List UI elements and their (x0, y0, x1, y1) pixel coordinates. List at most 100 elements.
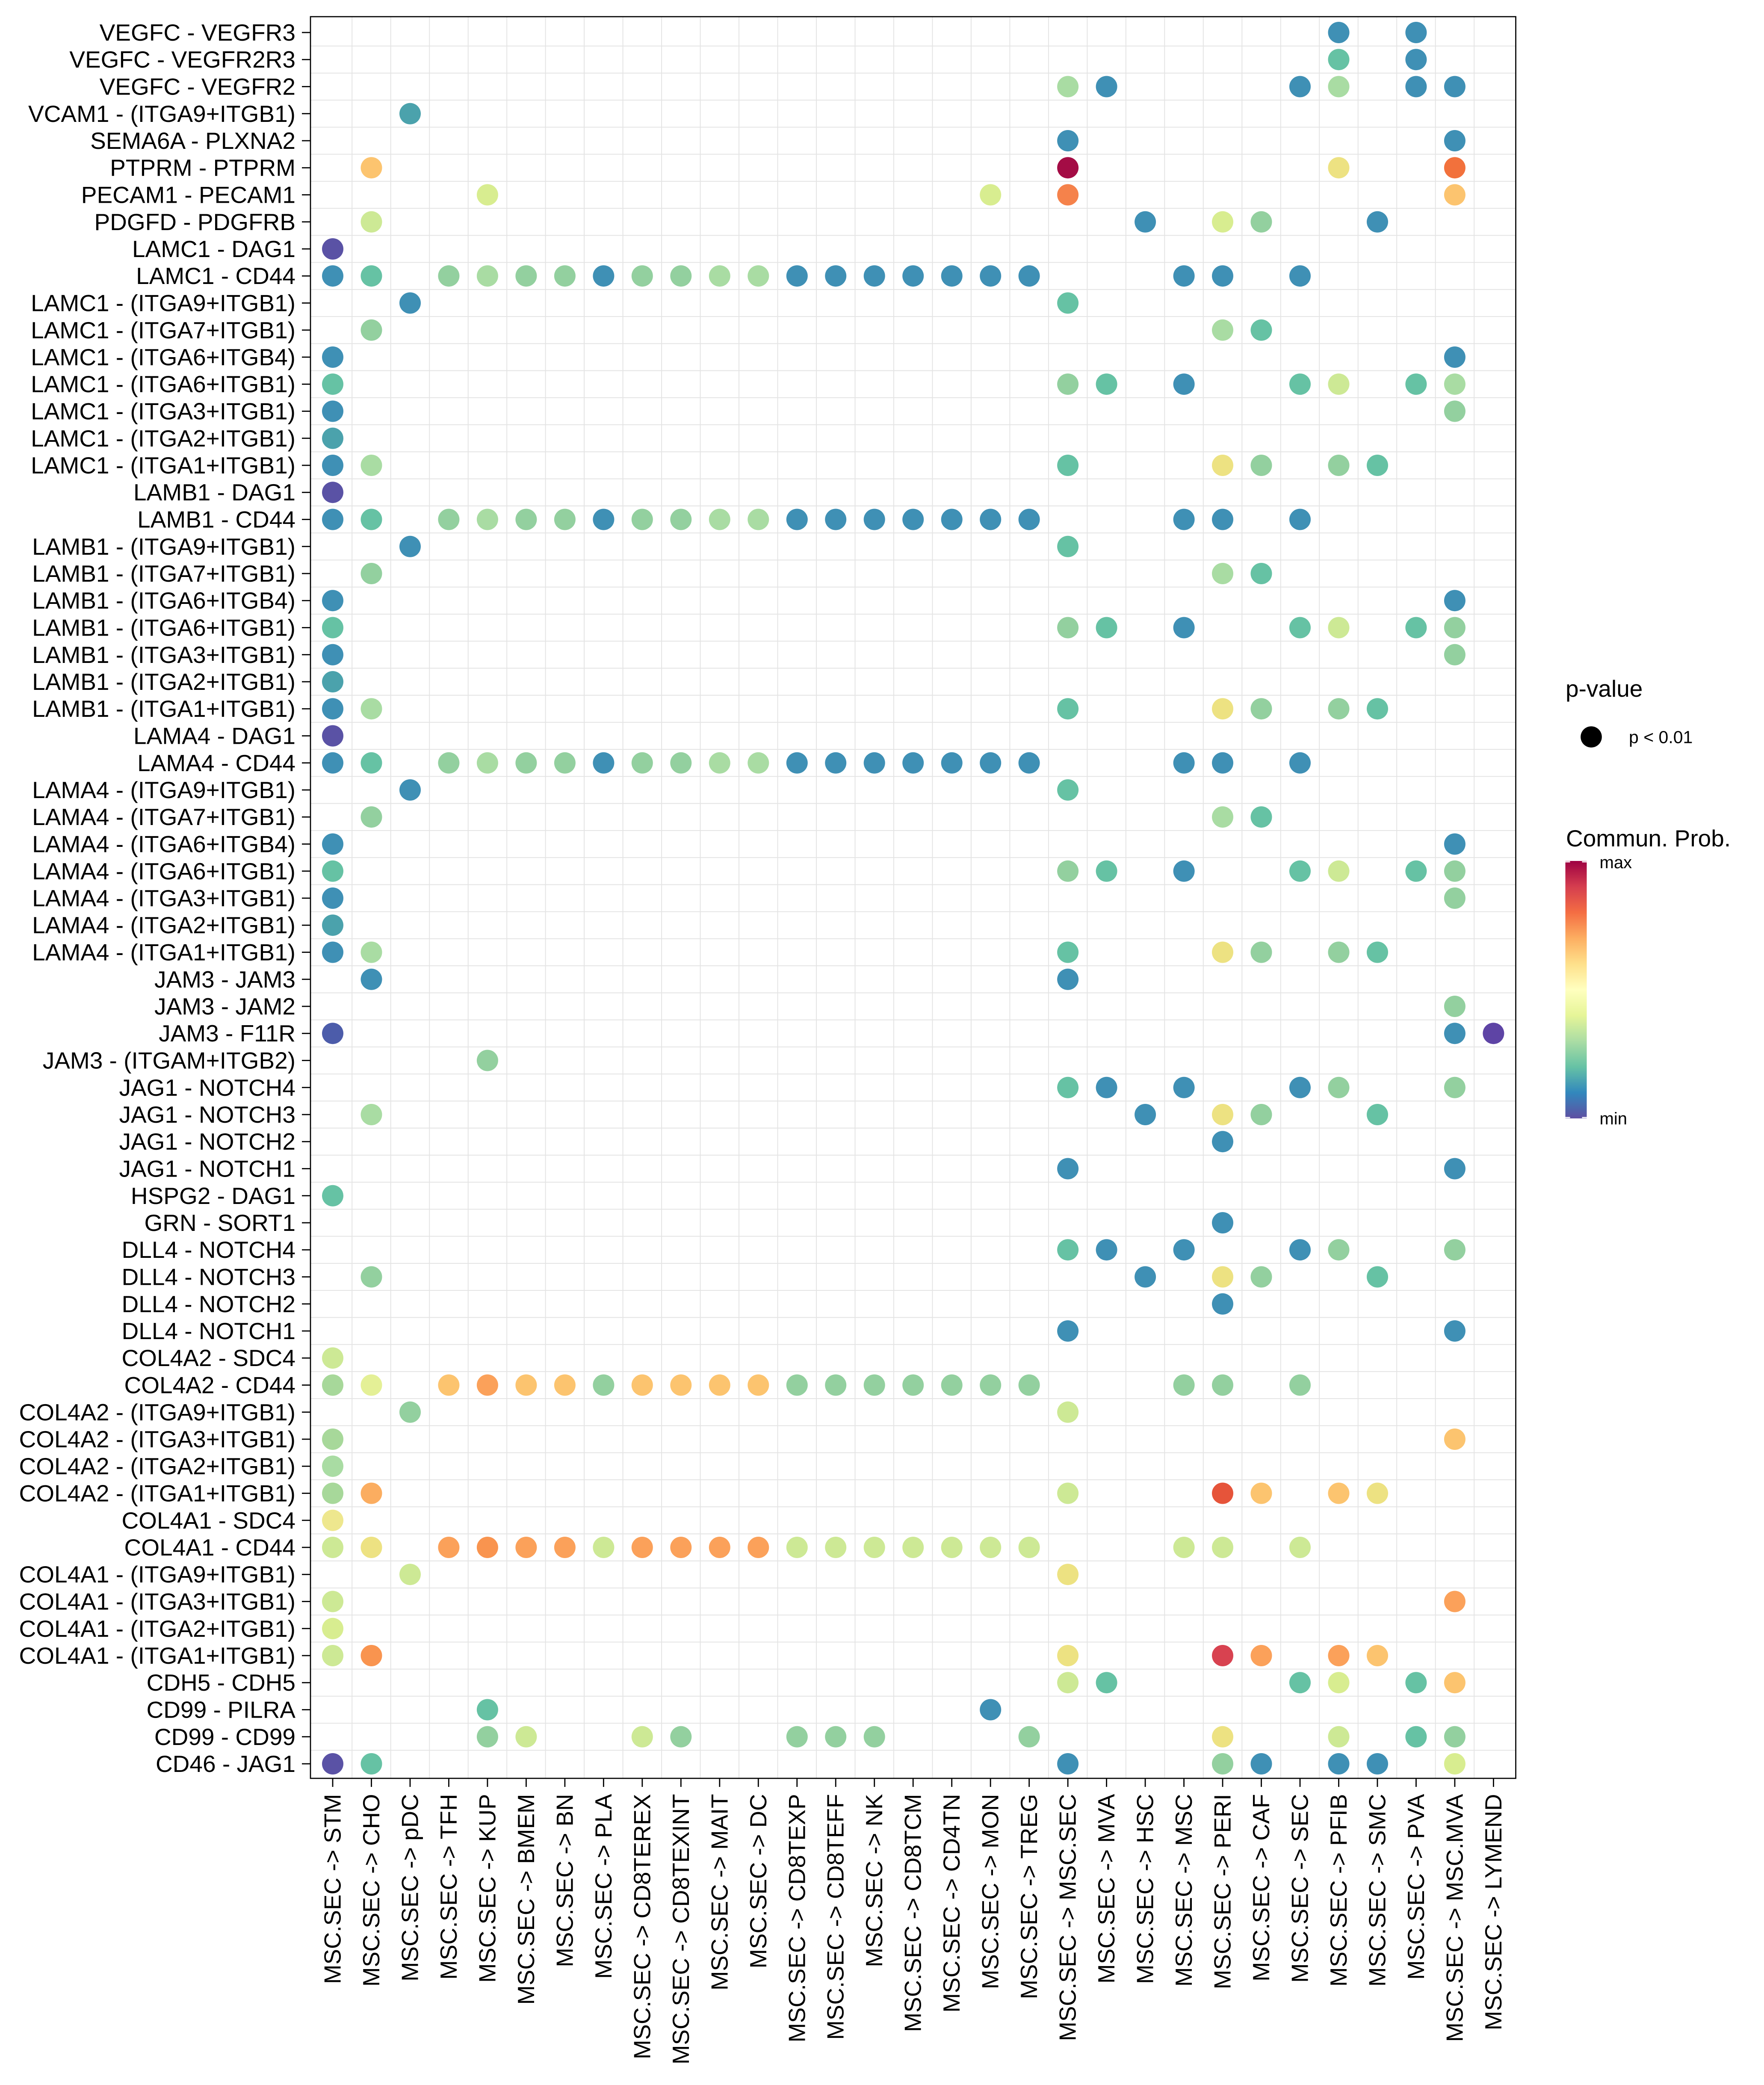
svg-text:LAMB1 - (ITGA3+ITGB1): LAMB1 - (ITGA3+ITGB1) (32, 642, 295, 668)
svg-text:MSC.SEC -> MVA: MSC.SEC -> MVA (1093, 1794, 1120, 1984)
svg-text:MSC.SEC -> STM: MSC.SEC -> STM (320, 1794, 346, 1984)
svg-text:LAMC1 - (ITGA3+ITGB1): LAMC1 - (ITGA3+ITGB1) (31, 398, 295, 425)
svg-text:MSC.SEC -> MON: MSC.SEC -> MON (978, 1794, 1004, 1990)
svg-text:JAM3 - F11R: JAM3 - F11R (159, 1020, 295, 1047)
svg-text:LAMB1 - DAG1: LAMB1 - DAG1 (133, 479, 295, 506)
svg-text:COL4A1 - (ITGA2+ITGB1): COL4A1 - (ITGA2+ITGB1) (19, 1615, 295, 1642)
svg-text:MSC.SEC -> MAIT: MSC.SEC -> MAIT (706, 1794, 733, 1991)
svg-text:LAMA4 - (ITGA6+ITGB4): LAMA4 - (ITGA6+ITGB4) (32, 831, 295, 858)
svg-text:MSC.SEC -> CAF: MSC.SEC -> CAF (1248, 1794, 1274, 1981)
svg-text:LAMA4 - (ITGA7+ITGB1): LAMA4 - (ITGA7+ITGB1) (32, 804, 295, 830)
svg-text:COL4A1 - (ITGA9+ITGB1): COL4A1 - (ITGA9+ITGB1) (19, 1561, 295, 1588)
svg-text:LAMA4 - (ITGA3+ITGB1): LAMA4 - (ITGA3+ITGB1) (32, 885, 295, 911)
svg-text:LAMA4 - (ITGA2+ITGB1): LAMA4 - (ITGA2+ITGB1) (32, 912, 295, 938)
svg-text:CDH5 - CDH5: CDH5 - CDH5 (147, 1669, 295, 1696)
svg-text:MSC.SEC -> HSC: MSC.SEC -> HSC (1132, 1794, 1158, 1984)
svg-text:JAM3 - JAM3: JAM3 - JAM3 (154, 966, 295, 993)
svg-text:DLL4 - NOTCH3: DLL4 - NOTCH3 (122, 1264, 295, 1290)
svg-text:LAMA4 - (ITGA9+ITGB1): LAMA4 - (ITGA9+ITGB1) (32, 777, 295, 803)
svg-text:MSC.SEC -> CD8TEREX: MSC.SEC -> CD8TEREX (629, 1794, 655, 2059)
svg-text:PECAM1 - PECAM1: PECAM1 - PECAM1 (81, 182, 295, 208)
svg-text:MSC.SEC -> SMC: MSC.SEC -> SMC (1365, 1794, 1391, 1987)
svg-text:MSC.SEC -> CD8TEFF: MSC.SEC -> CD8TEFF (823, 1794, 849, 2040)
svg-text:MSC.SEC -> CD4TN: MSC.SEC -> CD4TN (939, 1794, 965, 2013)
svg-text:COL4A1 - CD44: COL4A1 - CD44 (124, 1534, 295, 1561)
svg-text:COL4A1 - (ITGA3+ITGB1): COL4A1 - (ITGA3+ITGB1) (19, 1588, 295, 1615)
svg-text:MSC.SEC -> CD8TEXP: MSC.SEC -> CD8TEXP (784, 1794, 810, 2043)
svg-text:GRN - SORT1: GRN - SORT1 (145, 1210, 295, 1236)
svg-text:LAMC1 - (ITGA7+ITGB1): LAMC1 - (ITGA7+ITGB1) (31, 317, 295, 343)
svg-text:LAMC1 - (ITGA1+ITGB1): LAMC1 - (ITGA1+ITGB1) (31, 452, 295, 479)
svg-text:COL4A2 - SDC4: COL4A2 - SDC4 (121, 1345, 295, 1371)
svg-text:LAMB1 - (ITGA6+ITGB1): LAMB1 - (ITGA6+ITGB1) (32, 615, 295, 641)
svg-text:JAM3 - JAM2: JAM3 - JAM2 (154, 993, 295, 1020)
svg-text:DLL4 - NOTCH4: DLL4 - NOTCH4 (122, 1236, 295, 1263)
svg-text:MSC.SEC -> CD8TCM: MSC.SEC -> CD8TCM (900, 1794, 926, 2032)
svg-text:CD46 - JAG1: CD46 - JAG1 (156, 1751, 295, 1777)
svg-text:LAMB1 - (ITGA2+ITGB1): LAMB1 - (ITGA2+ITGB1) (32, 668, 295, 695)
svg-text:MSC.SEC -> PVA: MSC.SEC -> PVA (1403, 1794, 1429, 1980)
svg-text:HSPG2 - DAG1: HSPG2 - DAG1 (131, 1183, 295, 1209)
svg-text:MSC.SEC -> BMEM: MSC.SEC -> BMEM (513, 1794, 539, 2005)
svg-text:LAMC1 - CD44: LAMC1 - CD44 (136, 263, 295, 289)
svg-text:MSC.SEC -> NK: MSC.SEC -> NK (861, 1794, 887, 1967)
svg-text:LAMB1 - (ITGA1+ITGB1): LAMB1 - (ITGA1+ITGB1) (32, 695, 295, 722)
svg-text:DLL4 - NOTCH1: DLL4 - NOTCH1 (122, 1318, 295, 1344)
svg-text:MSC.SEC -> TFH: MSC.SEC -> TFH (436, 1794, 462, 1980)
svg-text:PTPRM - PTPRM: PTPRM - PTPRM (110, 154, 295, 181)
svg-text:LAMB1 - (ITGA6+ITGB4): LAMB1 - (ITGA6+ITGB4) (32, 587, 295, 614)
svg-text:VEGFC - VEGFR3: VEGFC - VEGFR3 (100, 19, 295, 46)
svg-text:MSC.SEC -> PERI: MSC.SEC -> PERI (1210, 1794, 1236, 1990)
svg-text:LAMA4 - (ITGA6+ITGB1): LAMA4 - (ITGA6+ITGB1) (32, 858, 295, 884)
svg-text:LAMC1 - (ITGA6+ITGB4): LAMC1 - (ITGA6+ITGB4) (31, 344, 295, 370)
svg-text:JAG1 - NOTCH4: JAG1 - NOTCH4 (119, 1074, 295, 1101)
svg-text:LAMC1 - (ITGA9+ITGB1): LAMC1 - (ITGA9+ITGB1) (31, 290, 295, 316)
svg-text:MSC.SEC -> LYMEND: MSC.SEC -> LYMEND (1480, 1794, 1507, 2031)
svg-text:JAM3 - (ITGAM+ITGB2): JAM3 - (ITGAM+ITGB2) (43, 1047, 295, 1074)
svg-text:COL4A2 - (ITGA9+ITGB1): COL4A2 - (ITGA9+ITGB1) (19, 1399, 295, 1425)
svg-text:COL4A2 - (ITGA2+ITGB1): COL4A2 - (ITGA2+ITGB1) (19, 1453, 295, 1479)
svg-text:COL4A2 - CD44: COL4A2 - CD44 (124, 1372, 295, 1399)
svg-text:MSC.SEC -> KUP: MSC.SEC -> KUP (474, 1794, 500, 1983)
svg-text:MSC.SEC -> PFIB: MSC.SEC -> PFIB (1326, 1794, 1352, 1987)
svg-text:MSC.SEC -> CHO: MSC.SEC -> CHO (358, 1794, 384, 1987)
svg-text:LAMC1 - DAG1: LAMC1 - DAG1 (132, 236, 295, 262)
svg-text:p-value: p-value (1566, 675, 1643, 702)
svg-text:MSC.SEC -> MSC.MVA: MSC.SEC -> MSC.MVA (1442, 1794, 1468, 2042)
svg-text:MSC.SEC -> PLA: MSC.SEC -> PLA (591, 1794, 617, 1979)
svg-text:LAMB1 - (ITGA9+ITGB1): LAMB1 - (ITGA9+ITGB1) (32, 533, 295, 560)
svg-text:MSC.SEC -> MSC.SEC: MSC.SEC -> MSC.SEC (1055, 1794, 1081, 2041)
svg-text:min: min (1600, 1109, 1627, 1128)
svg-text:CD99 - PILRA: CD99 - PILRA (147, 1697, 296, 1723)
svg-text:LAMB1 - CD44: LAMB1 - CD44 (137, 506, 295, 533)
svg-text:LAMA4 - DAG1: LAMA4 - DAG1 (133, 723, 295, 749)
svg-text:LAMA4 - CD44: LAMA4 - CD44 (137, 750, 295, 776)
svg-text:p < 0.01: p < 0.01 (1629, 728, 1693, 747)
svg-text:JAG1 - NOTCH3: JAG1 - NOTCH3 (119, 1101, 295, 1128)
svg-text:MSC.SEC -> DC: MSC.SEC -> DC (745, 1794, 771, 1969)
svg-text:COL4A1 - SDC4: COL4A1 - SDC4 (121, 1507, 295, 1534)
svg-text:VEGFC - VEGFR2: VEGFC - VEGFR2 (100, 74, 295, 100)
svg-text:JAG1 - NOTCH2: JAG1 - NOTCH2 (119, 1128, 295, 1155)
svg-text:MSC.SEC -> SEC: MSC.SEC -> SEC (1287, 1794, 1313, 1983)
svg-text:LAMA4 - (ITGA1+ITGB1): LAMA4 - (ITGA1+ITGB1) (32, 939, 295, 966)
svg-text:LAMB1 - (ITGA7+ITGB1): LAMB1 - (ITGA7+ITGB1) (32, 560, 295, 587)
svg-text:COL4A1 - (ITGA1+ITGB1): COL4A1 - (ITGA1+ITGB1) (19, 1642, 295, 1669)
svg-text:COL4A2 - (ITGA3+ITGB1): COL4A2 - (ITGA3+ITGB1) (19, 1426, 295, 1452)
svg-text:MSC.SEC -> pDC: MSC.SEC -> pDC (397, 1794, 423, 1981)
svg-text:MSC.SEC -> TREG: MSC.SEC -> TREG (1016, 1794, 1042, 1999)
svg-text:MSC.SEC -> BN: MSC.SEC -> BN (552, 1794, 578, 1967)
svg-text:CD99 - CD99: CD99 - CD99 (154, 1724, 295, 1750)
svg-text:COL4A2 - (ITGA1+ITGB1): COL4A2 - (ITGA1+ITGB1) (19, 1480, 295, 1507)
svg-text:VCAM1 - (ITGA9+ITGB1): VCAM1 - (ITGA9+ITGB1) (28, 101, 295, 127)
svg-text:VEGFC - VEGFR2R3: VEGFC - VEGFR2R3 (69, 46, 295, 73)
svg-text:Commun. Prob.: Commun. Prob. (1566, 825, 1731, 852)
svg-text:JAG1 - NOTCH1: JAG1 - NOTCH1 (119, 1156, 295, 1182)
svg-text:PDGFD - PDGFRB: PDGFD - PDGFRB (94, 209, 295, 235)
svg-text:LAMC1 - (ITGA6+ITGB1): LAMC1 - (ITGA6+ITGB1) (31, 371, 295, 397)
svg-text:MSC.SEC -> MSC: MSC.SEC -> MSC (1171, 1794, 1197, 1987)
svg-text:SEMA6A - PLXNA2: SEMA6A - PLXNA2 (90, 127, 295, 154)
svg-text:MSC.SEC -> CD8TEXINT: MSC.SEC -> CD8TEXINT (668, 1794, 694, 2064)
svg-text:LAMC1 - (ITGA2+ITGB1): LAMC1 - (ITGA2+ITGB1) (31, 425, 295, 452)
svg-text:max: max (1600, 853, 1632, 872)
